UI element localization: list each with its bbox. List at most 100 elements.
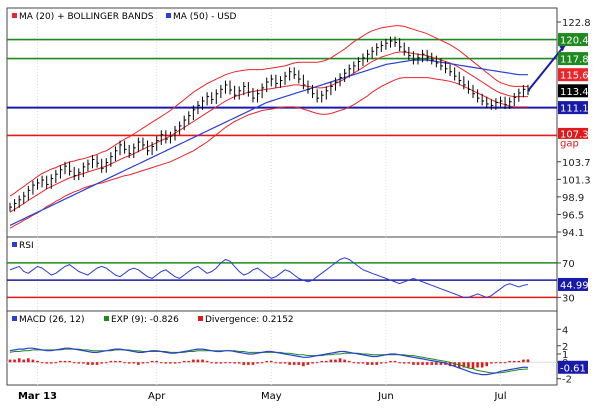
divergence-bar <box>114 360 117 363</box>
price-tick-label: 103.7 <box>562 158 591 169</box>
month-labels: Mar 13AprMayJunJulAugSep <box>18 391 507 402</box>
main-panel-frame <box>6 7 558 238</box>
divergence-legend-swatch <box>198 316 203 321</box>
divergence-bar <box>63 360 67 363</box>
last-price-badge-bg <box>558 84 588 98</box>
divergence-bar <box>13 359 16 363</box>
support-2-badge: 107.3 <box>560 129 589 140</box>
divergence-bar <box>407 362 411 364</box>
divergence-bar <box>357 362 360 364</box>
exp-legend-swatch <box>104 316 109 321</box>
bollinger-upper-band <box>9 25 528 197</box>
ma20-line <box>9 51 528 213</box>
divergence-bar <box>402 362 406 364</box>
divergence-bar <box>517 360 521 363</box>
divergence-bar <box>329 359 333 363</box>
divergence-bar <box>526 359 530 363</box>
divergence-bar <box>361 362 365 364</box>
divergence-bar <box>45 362 48 364</box>
month-label: Jun <box>377 391 394 402</box>
divergence-bar <box>86 362 90 365</box>
divergence-bar <box>370 362 374 365</box>
divergence-bar <box>283 362 287 364</box>
resistance-1-badge: 117.8 <box>560 55 589 66</box>
divergence-bar <box>205 360 209 363</box>
rsi-series <box>7 257 557 299</box>
divergence-bar <box>352 362 356 364</box>
divergence-bar <box>490 362 493 364</box>
macd-legend-label: MACD (26, 12) <box>19 315 85 325</box>
divergence-bar <box>173 362 177 364</box>
ma-level-badge-bg <box>558 68 588 82</box>
divergence-bar <box>233 362 236 364</box>
exp-line <box>9 348 529 374</box>
exp-legend-label: EXP (9): -0.826 <box>111 315 179 325</box>
divergence-bar <box>214 362 218 364</box>
divergence-bar <box>439 362 443 365</box>
divergence-bar <box>512 360 516 363</box>
divergence-bar <box>292 362 296 365</box>
macd-last-badge-bg <box>558 360 588 374</box>
divergence-bar <box>201 359 204 363</box>
divergence-bar <box>265 360 269 363</box>
divergence-bar <box>508 360 511 363</box>
divergence-bar <box>146 362 149 364</box>
divergence-bar <box>224 362 227 364</box>
divergence-bar <box>237 362 241 364</box>
gap-label: gap <box>560 138 579 149</box>
main-legend: MA (20) + BOLLINGER BANDS MA (50) - USD <box>12 12 237 22</box>
divergence-bar <box>256 362 259 364</box>
macd-tick-label: 4 <box>562 325 568 336</box>
divergence-bar <box>375 362 379 365</box>
divergence-bar <box>499 362 502 364</box>
divergence-bar <box>196 359 200 363</box>
divergence-bar <box>27 358 30 363</box>
ma50-legend-label: MA (50) - USD <box>173 12 237 22</box>
rsi-legend-label: RSI <box>19 241 34 251</box>
divergence-bar <box>389 360 392 363</box>
macd-legend: MACD (26, 12) EXP (9): -0.826 Divergence… <box>12 315 294 325</box>
ma50-legend-swatch <box>166 13 171 18</box>
divergence-bar <box>343 359 346 363</box>
divergence-bar <box>247 362 250 365</box>
divergence-bar <box>54 362 58 364</box>
month-label: Apr <box>148 391 166 402</box>
divergence-bar <box>59 360 62 363</box>
divergence-bar <box>325 360 328 363</box>
divergence-bar <box>31 359 35 363</box>
divergence-bar <box>274 362 278 364</box>
macd-last-badge: -0.61 <box>560 363 586 374</box>
divergence-bar <box>127 362 131 364</box>
divergence-bar <box>288 362 291 365</box>
macd-legend-swatch <box>12 316 17 321</box>
divergence-bar <box>36 360 39 363</box>
divergence-bar <box>132 362 136 364</box>
divergence-bar <box>503 362 507 364</box>
rsi-tick-label: 30 <box>562 293 575 304</box>
divergence-bar <box>77 362 81 364</box>
divergence-bar <box>91 362 94 365</box>
rsi-line <box>9 257 529 298</box>
divergence-bar <box>412 362 415 365</box>
divergence-bar <box>82 362 85 364</box>
divergence-bar <box>522 359 525 363</box>
resistance-1-badge-bg <box>558 52 588 66</box>
divergence-bar <box>260 362 264 364</box>
divergence-bar <box>320 360 324 363</box>
divergence-bar <box>485 362 489 367</box>
divergence-bar <box>164 362 168 364</box>
divergence-bar <box>380 362 383 364</box>
divergence-bar <box>334 359 337 363</box>
divergence-bar <box>22 359 26 363</box>
divergence-bar <box>109 360 113 363</box>
divergence-bar <box>302 362 305 367</box>
divergence-bar <box>251 362 255 365</box>
divergence-bar <box>297 362 301 365</box>
divergence-bar <box>393 360 397 363</box>
divergence-bar <box>123 362 126 364</box>
divergence-bar <box>435 362 438 365</box>
last-price-badge: 113.4 <box>560 87 589 98</box>
price-series <box>9 25 567 229</box>
divergence-bar <box>210 362 213 364</box>
